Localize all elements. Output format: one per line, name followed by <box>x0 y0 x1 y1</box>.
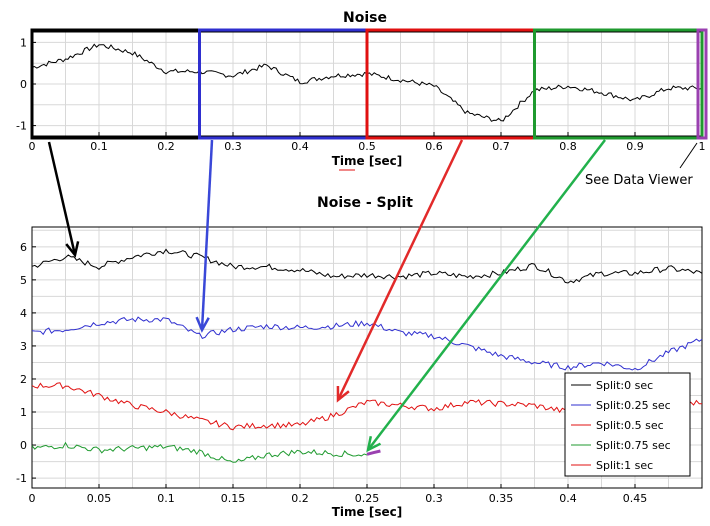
bottom-y-tick-label: 6 <box>20 241 27 254</box>
bottom-y-tick-label: 1 <box>20 406 27 419</box>
arrow-green-head <box>366 436 382 453</box>
top-y-tick-label: -1 <box>16 120 27 133</box>
bottom-x-tick-label: 0.4 <box>559 492 577 505</box>
arrow-red-head <box>336 385 350 403</box>
top-x-tick-label: 0 <box>29 140 36 153</box>
arrow-blue <box>200 139 214 331</box>
top-x-tick-label: 0.5 <box>358 140 376 153</box>
top-x-tick-label: 0.1 <box>90 140 108 153</box>
top-x-axis-label: Time [sec] <box>332 154 402 168</box>
arrow-red <box>336 139 464 401</box>
bottom-y-tick-label: -1 <box>16 472 27 485</box>
bottom-chart-title: Noise - Split <box>317 195 413 211</box>
bottom-x-tick-label: 0.2 <box>291 492 309 505</box>
bottom-y-tick-label: 0 <box>20 439 27 452</box>
bottom-y-tick-label: 3 <box>20 340 27 353</box>
top-x-tick-label: 0.8 <box>559 140 577 153</box>
see-data-viewer-note: See Data Viewer <box>585 173 693 188</box>
bottom-series-line <box>31 441 368 463</box>
arrow-black <box>47 141 77 256</box>
top-x-tick-label: 0.7 <box>492 140 510 153</box>
bottom-x-tick-label: 0.35 <box>489 492 514 505</box>
legend-entry: Split:0 sec <box>596 379 653 392</box>
note-leader-line <box>679 142 698 169</box>
top-y-tick-label: 1 <box>20 36 27 49</box>
bottom-y-tick-label: 4 <box>20 307 27 320</box>
top-x-tick-label: 0.9 <box>626 140 644 153</box>
legend-entry: Split:0.25 sec <box>596 399 671 412</box>
split-window-box <box>696 28 708 140</box>
bottom-y-tick-label: 2 <box>20 373 27 386</box>
bottom-x-tick-label: 0.25 <box>355 492 380 505</box>
bottom-x-tick-label: 0.3 <box>425 492 443 505</box>
top-x-tick-label: 0.6 <box>425 140 443 153</box>
top-x-tick-label: 0.4 <box>291 140 309 153</box>
arrow-black-head <box>65 241 80 258</box>
bottom-x-tick-label: 0.1 <box>157 492 175 505</box>
bottom-x-tick-label: 0 <box>29 492 36 505</box>
legend-entry: Split:1 sec <box>596 459 653 472</box>
bottom-x-axis-label: Time [sec] <box>332 505 402 519</box>
bottom-x-tick-label: 0.15 <box>221 492 246 505</box>
top-y-tick-label: 0 <box>20 78 27 91</box>
bottom-series-line <box>31 316 703 371</box>
arrow-blue-head <box>195 316 210 333</box>
bottom-series-line <box>366 449 381 456</box>
bottom-series-line <box>31 248 703 284</box>
top-x-tick-label: 1 <box>699 140 706 153</box>
split-window-box <box>533 28 704 140</box>
bottom-y-tick-label: 5 <box>20 274 27 287</box>
top-x-tick-label: 0.2 <box>157 140 175 153</box>
legend-entry: Split:0.75 sec <box>596 439 671 452</box>
top-x-tick-label: 0.3 <box>224 140 242 153</box>
legend-entry: Split:0.5 sec <box>596 419 664 432</box>
arrow-green <box>367 139 606 451</box>
top-chart-title: Noise <box>343 10 387 26</box>
bottom-x-tick-label: 0.45 <box>623 492 648 505</box>
bottom-x-tick-label: 0.05 <box>87 492 112 505</box>
